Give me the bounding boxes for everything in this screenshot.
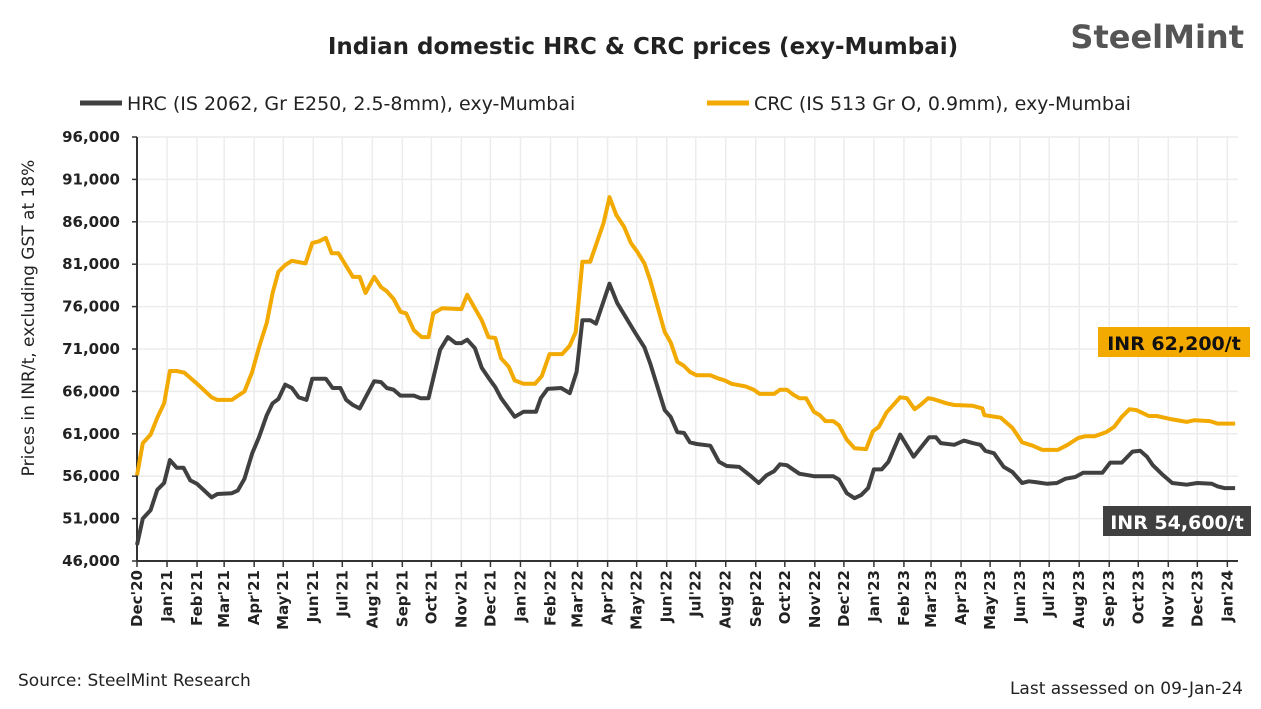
legend: HRC (IS 2062, Gr E250, 2.5-8mm), exy-Mum… [80,93,1131,115]
x-tick-label: May'23 [981,570,999,630]
x-tick-label: Mar'22 [569,570,587,628]
y-tick-label: 71,000 [62,340,120,358]
x-tick-label: Oct'23 [1129,570,1147,624]
y-tick-label: 46,000 [62,552,120,570]
x-tick-label: Jun'21 [304,570,322,623]
x-axis-ticks: Dec'20 Jan'21 Feb'21 Mar'21 Apr'21 May'21 Jun'… [128,560,1238,630]
legend-crc-label: CRC (IS 513 Gr O, 0.9mm), exy-Mumbai [754,93,1131,115]
x-tick-label: Nov'23 [1159,570,1177,628]
y-axis-label: Prices in INR/t, excluding GST at 18% [19,160,39,477]
x-tick-label: Jun'23 [1011,570,1029,623]
x-tick-label: Nov'21 [452,570,470,628]
x-tick-label: Aug'22 [717,570,735,629]
x-tick-label: Jul'22 [687,570,705,618]
x-tick-label: Jan'24 [1218,570,1236,623]
chart-title: Indian domestic HRC & CRC prices (exy-Mu… [328,34,958,60]
x-tick-label: Apr'21 [245,570,263,625]
y-tick-label: 56,000 [62,467,120,485]
x-tick-label: Dec'22 [835,570,853,627]
y-tick-label: 86,000 [62,213,120,231]
x-tick-label: Apr'22 [599,570,617,625]
x-tick-label: Jan'22 [511,570,529,623]
x-tick-label: Sep'22 [747,570,765,627]
source-note: Source: SteelMint Research [18,671,251,691]
gridlines [136,136,1238,562]
x-tick-label: Jul'23 [1040,570,1058,618]
x-tick-label: May'21 [274,570,292,630]
x-tick-label: Jun'22 [658,570,676,623]
x-tick-label: Jul'21 [333,570,351,618]
last-assessed-note: Last assessed on 09-Jan-24 [1010,679,1243,699]
series-lines [135,195,1236,546]
x-tick-label: Mar'21 [215,570,233,628]
legend-hrc-label: HRC (IS 2062, Gr E250, 2.5-8mm), exy-Mum… [127,93,575,115]
x-tick-label: Feb'23 [895,570,913,626]
x-tick-label: Apr'23 [952,570,970,625]
x-tick-label: Oct'21 [422,570,440,624]
x-tick-label: Feb'21 [188,570,206,626]
x-tick-label: Jan'23 [865,570,883,623]
crc-annotation-text: INR 62,200/t [1107,333,1241,355]
hrc-last-annotation: INR 54,600/t [1103,506,1251,536]
x-tick-label: Jan'21 [158,570,176,623]
x-tick-label: Dec'21 [481,570,499,627]
x-tick-label: Dec'23 [1188,570,1206,627]
x-tick-label: Sep'21 [393,570,411,627]
y-tick-label: 51,000 [62,510,120,528]
x-tick-label: Feb'22 [541,570,559,626]
x-tick-label: May'22 [628,570,646,630]
x-tick-label: Sep'23 [1100,570,1118,627]
crc-annotation-box [1098,327,1250,357]
steelmint-logo: SteelMint [1070,18,1244,56]
crc-line [135,195,1236,476]
hrc-annotation-text: INR 54,600/t [1110,512,1244,534]
crc-last-annotation: INR 62,200/t [1098,327,1250,357]
x-tick-label: Oct'22 [776,570,794,624]
x-tick-label: Nov'22 [806,570,824,628]
x-tick-label: Dec'20 [128,570,146,627]
y-axis-ticks: 46,000 51,000 56,000 61,000 66,000 71,000 76,0… [62,128,138,570]
y-tick-label: 81,000 [62,255,120,273]
y-tick-label: 61,000 [62,425,120,443]
x-tick-label: Aug'23 [1070,570,1088,629]
y-tick-label: 76,000 [62,298,120,316]
y-tick-label: 96,000 [62,128,120,146]
y-tick-label: 91,000 [62,170,120,188]
x-tick-label: Aug'21 [363,570,381,629]
x-tick-label: Mar'23 [922,570,940,628]
hrc-line [135,281,1236,546]
hrc-annotation-box [1103,506,1251,536]
y-tick-label: 66,000 [62,382,120,400]
